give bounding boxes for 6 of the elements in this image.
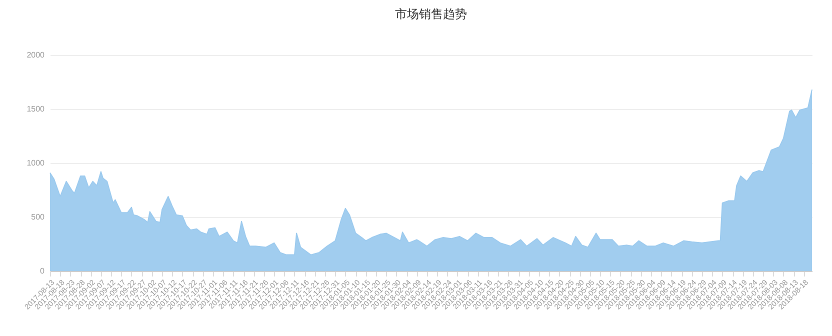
chart-title: 市场销售趋势 [395,7,467,21]
y-tick-label: 500 [31,212,46,222]
y-tick-label: 1500 [26,104,46,114]
y-tick-label: 0 [40,266,46,276]
y-tick-label: 2000 [26,50,46,60]
y-tick-label: 1000 [26,158,46,168]
